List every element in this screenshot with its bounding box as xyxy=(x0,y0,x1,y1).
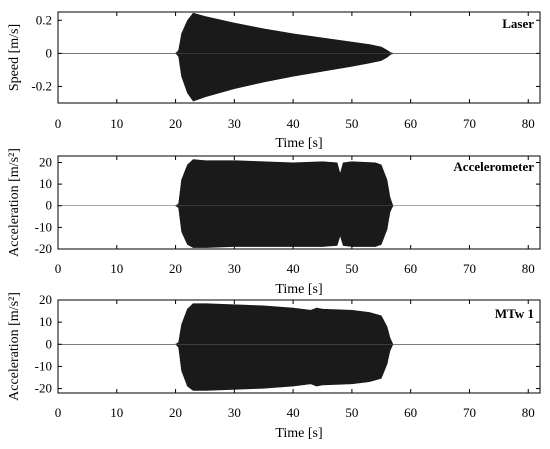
y-axis-title: Speed [m/s] xyxy=(7,24,22,91)
panel-title: Laser xyxy=(502,16,534,31)
x-tick-label: 50 xyxy=(345,405,358,420)
x-tick-label: 30 xyxy=(228,116,241,131)
x-tick-label: 40 xyxy=(287,261,300,276)
x-tick-label: 60 xyxy=(404,405,417,420)
x-tick-label: 20 xyxy=(169,261,182,276)
y-tick-label: -0.2 xyxy=(31,78,52,93)
y-tick-label: 20 xyxy=(39,154,52,169)
y-tick-label: 0 xyxy=(46,198,53,213)
plot-frame xyxy=(57,11,541,104)
signal-series xyxy=(58,12,540,102)
x-tick-label: 60 xyxy=(404,261,417,276)
y-tick-label: 0 xyxy=(46,45,53,60)
y-tick-label: 10 xyxy=(39,176,52,191)
x-tick-label: 70 xyxy=(463,116,476,131)
plot-frame xyxy=(57,299,541,394)
x-tick-label: 80 xyxy=(522,405,535,420)
x-tick-label: 50 xyxy=(345,261,358,276)
x-tick-label: 20 xyxy=(169,116,182,131)
x-axis-title: Time [s] xyxy=(275,426,322,441)
y-tick-label: 0 xyxy=(46,336,53,351)
x-tick-label: 0 xyxy=(55,261,62,276)
y-tick-label: -10 xyxy=(35,219,52,234)
y-tick-label: 10 xyxy=(39,314,52,329)
x-axis-title: Time [s] xyxy=(275,136,322,151)
x-axis-title: Time [s] xyxy=(275,282,322,297)
x-tick-label: 30 xyxy=(228,405,241,420)
x-tick-label: 0 xyxy=(55,116,62,131)
chart-panel-2: 0 10 20 30 40 50 60 70 80 20 10 0 -10 -20 Time [s] Acce… xyxy=(7,148,541,297)
x-tick-label: 80 xyxy=(522,261,535,276)
x-tick-label: 0 xyxy=(55,405,62,420)
y-tick-label: 20 xyxy=(39,292,52,307)
x-tick-label: 80 xyxy=(522,116,535,131)
panel-title: Accelerometer xyxy=(453,159,534,174)
y-tick-label: -10 xyxy=(35,358,52,373)
x-tick-label: 70 xyxy=(463,405,476,420)
y-tick-label: 0.2 xyxy=(36,12,52,27)
plot-frame xyxy=(57,155,541,250)
x-tick-label: 50 xyxy=(345,116,358,131)
x-tick-label: 10 xyxy=(110,405,123,420)
x-tick-label: 40 xyxy=(287,405,300,420)
chart-panel-3: 0 10 20 30 40 50 60 70 80 20 10 0 -10 -20 Time [s] Acce… xyxy=(7,292,541,441)
x-tick-label: 10 xyxy=(110,116,123,131)
y-tick-label: -20 xyxy=(35,241,52,256)
x-tick-label: 40 xyxy=(287,116,300,131)
x-tick-label: 20 xyxy=(169,405,182,420)
chart-panel-1: 0 10 20 30 40 50 60 70 80 0.2 0 -0.2 Time [s] Speed [… xyxy=(7,11,541,151)
x-tick-label: 70 xyxy=(463,261,476,276)
panel-title: MTw 1 xyxy=(495,306,534,321)
signal-series xyxy=(58,303,540,391)
x-tick-label: 60 xyxy=(404,116,417,131)
x-tick-label: 10 xyxy=(110,261,123,276)
y-axis-title: Acceleration [m/s²] xyxy=(7,148,22,257)
y-axis-title: Acceleration [m/s²] xyxy=(7,292,22,401)
x-tick-label: 30 xyxy=(228,261,241,276)
y-tick-label: -20 xyxy=(35,381,52,396)
